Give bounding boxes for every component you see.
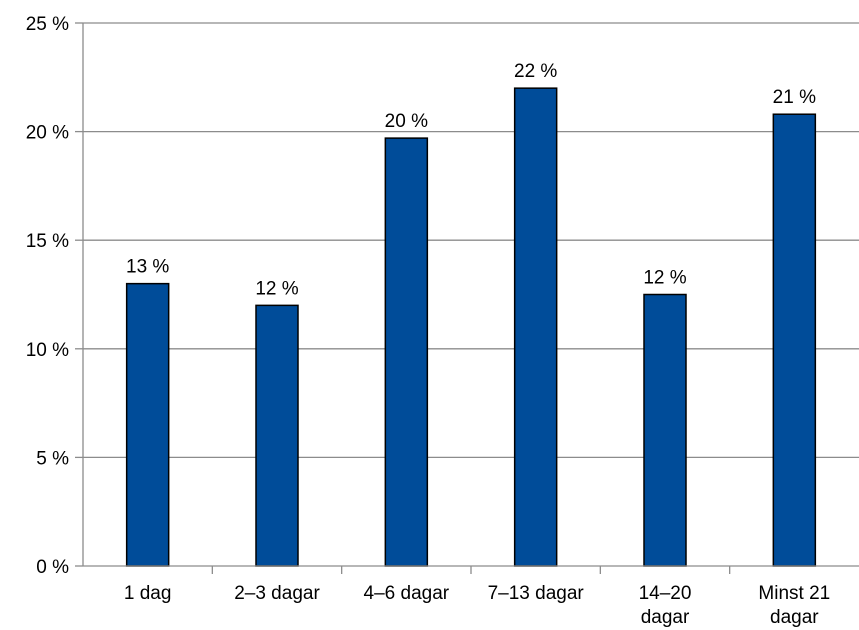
x-tick-label: 1 dag <box>124 583 172 604</box>
y-tick-label: 10 % <box>26 340 69 361</box>
y-tick-label: 25 % <box>26 14 69 35</box>
bar <box>125 282 170 567</box>
bar <box>255 304 299 567</box>
bar <box>772 113 817 567</box>
bars <box>125 87 817 567</box>
x-tick-label: 2–3 dagar <box>234 583 320 604</box>
data-label: 20 % <box>385 111 428 132</box>
x-tick-label: Minst 21 dagar <box>758 583 830 628</box>
y-tick-label: 0 % <box>36 557 69 578</box>
x-tick-label: 14–20 dagar <box>639 583 692 628</box>
gridlines <box>83 22 859 459</box>
bar <box>643 293 687 567</box>
x-tick-label: 4–6 dagar <box>364 583 450 604</box>
data-label: 22 % <box>514 61 557 82</box>
x-tick-labels: 1 dag 2–3 dagar 4–6 dagar 7–13 dagar 14–20 da… <box>124 583 830 628</box>
data-label: 12 % <box>255 278 298 299</box>
x-tick-label: 7–13 dagar <box>488 583 585 604</box>
bar <box>513 87 558 567</box>
y-tick-label: 5 % <box>36 448 69 469</box>
data-label: 21 % <box>773 87 816 108</box>
y-tick-label: 20 % <box>26 123 69 144</box>
y-tick-label: 15 % <box>26 231 69 252</box>
y-tick-labels: 0 % 5 % 10 % 15 % 20 % 25 % <box>26 14 69 578</box>
data-label: 13 % <box>126 257 169 278</box>
data-label: 12 % <box>643 268 686 289</box>
data-labels: 13 % 12 % 20 % 22 % 12 % 21 % <box>126 61 816 299</box>
axes <box>75 22 859 574</box>
bar <box>384 137 429 567</box>
